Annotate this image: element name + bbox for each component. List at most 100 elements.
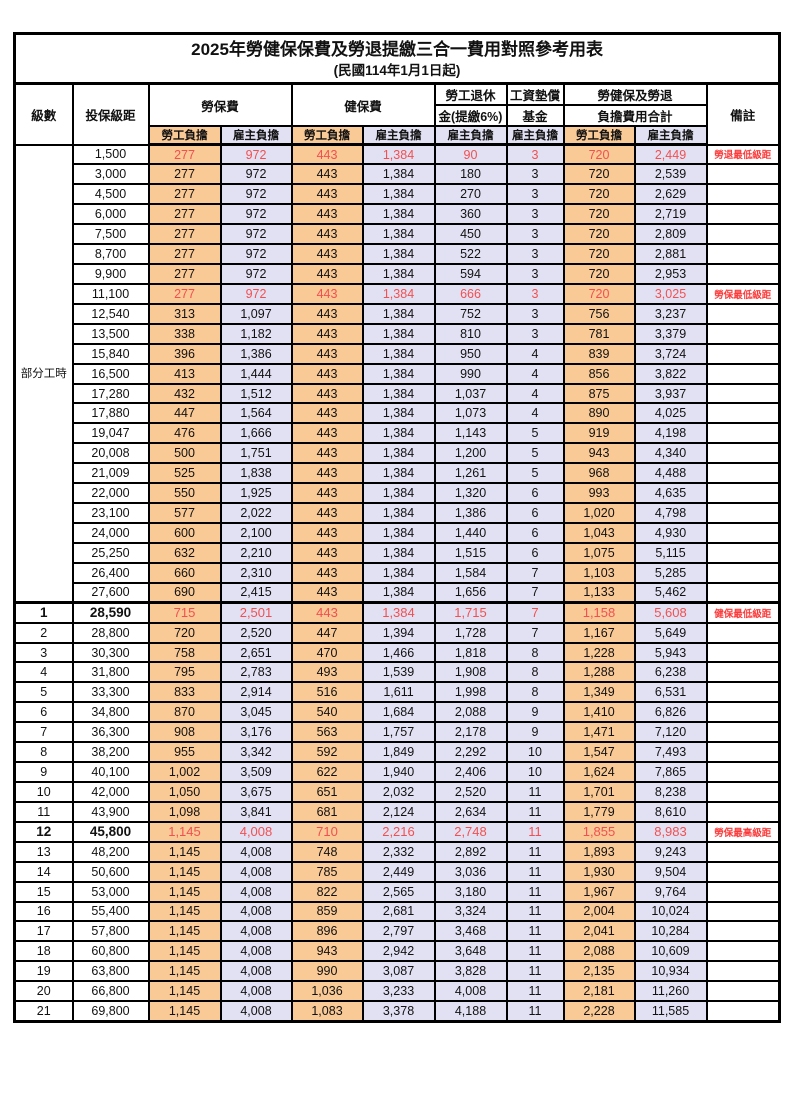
value-cell: 1,855 <box>562 820 636 843</box>
value-cell: 748 <box>290 840 364 863</box>
value-cell: 11 <box>505 860 565 883</box>
value-cell: 1,097 <box>219 302 293 325</box>
value-cell: 500 <box>147 442 222 465</box>
note-cell: 勞保最低級距 <box>705 282 781 305</box>
value-cell: 447 <box>290 621 364 644</box>
header-wage-fund-line1: 工資墊償 <box>505 82 565 106</box>
value-cell: 1,384 <box>361 322 436 345</box>
value-cell: 277 <box>147 263 222 285</box>
value-cell: 2,797 <box>361 920 436 943</box>
value-cell: 856 <box>562 362 636 385</box>
table-row: 19,047 476 1,666 443 1,384 1,143 5 919 4,198 <box>15 422 781 445</box>
value-cell: 1,386 <box>433 502 508 525</box>
value-cell: 7 <box>505 581 565 604</box>
value-cell: 1,715 <box>433 601 508 624</box>
value-cell: 1,940 <box>361 761 436 783</box>
table-row: 8 38,200 955 3,342 592 1,849 2,292 10 1,547 7,493 <box>13 741 781 764</box>
value-cell: 1,384 <box>361 203 436 226</box>
value-cell: 8,238 <box>633 781 708 803</box>
value-cell: 1,145 <box>147 820 222 843</box>
value-cell: 1,849 <box>361 741 436 764</box>
value-cell: 720 <box>147 621 222 644</box>
bracket-cell: 27,600 <box>71 581 150 604</box>
note-cell <box>705 362 781 385</box>
value-cell: 1,611 <box>361 681 436 704</box>
table-row: 11,100 277 972 443 1,384 666 3 720 3,025 勞保最低級距 <box>15 282 781 305</box>
value-cell: 822 <box>290 880 364 903</box>
value-cell: 1,145 <box>147 860 222 883</box>
value-cell: 443 <box>290 223 364 246</box>
bracket-cell: 48,200 <box>71 840 150 863</box>
value-cell: 2,953 <box>633 263 708 285</box>
bracket-cell: 57,800 <box>71 920 150 943</box>
value-cell: 5 <box>505 462 565 485</box>
value-cell: 443 <box>290 382 364 405</box>
value-cell: 1,440 <box>433 522 508 544</box>
value-cell: 1,998 <box>433 681 508 704</box>
grade-cell: 1 <box>13 601 74 624</box>
table-row: 16,500 413 1,444 443 1,384 990 4 856 3,822 <box>15 362 781 385</box>
value-cell: 2,520 <box>219 621 293 644</box>
value-cell: 1,200 <box>433 442 508 465</box>
subheader-wage-fund-employer: 雇主負擔 <box>505 125 565 146</box>
table-row: 20,008 500 1,751 443 1,384 1,200 5 943 4,340 <box>15 442 781 465</box>
table-row: 12 45,800 1,145 4,008 710 2,216 2,748 11 1,855 8,… <box>13 820 781 843</box>
value-cell: 4 <box>505 362 565 385</box>
value-cell: 1,384 <box>361 223 436 246</box>
value-cell: 2,748 <box>433 820 508 843</box>
value-cell: 338 <box>147 322 222 345</box>
value-cell: 443 <box>290 402 364 425</box>
table-row: 26,400 660 2,310 443 1,384 1,584 7 1,103 5,285 <box>15 561 781 584</box>
value-cell: 1,512 <box>219 382 293 405</box>
value-cell: 1,893 <box>562 840 636 863</box>
value-cell: 720 <box>562 143 636 166</box>
value-cell: 11 <box>505 880 565 903</box>
value-cell: 476 <box>147 422 222 445</box>
value-cell: 443 <box>290 442 364 465</box>
bracket-cell: 20,008 <box>71 442 150 465</box>
note-cell <box>705 681 781 704</box>
value-cell: 1,384 <box>361 601 436 624</box>
value-cell: 1,182 <box>219 322 293 345</box>
value-cell: 972 <box>219 223 293 246</box>
note-cell <box>705 462 781 485</box>
value-cell: 1,145 <box>147 880 222 903</box>
value-cell: 2,210 <box>219 541 293 564</box>
value-cell: 443 <box>290 522 364 544</box>
note-cell <box>705 442 781 465</box>
value-cell: 833 <box>147 681 222 704</box>
table-row: 18 60,800 1,145 4,008 943 2,942 3,648 11 2,088 10… <box>13 940 781 963</box>
note-cell <box>705 840 781 863</box>
value-cell: 8,610 <box>633 800 708 823</box>
value-cell: 6 <box>505 482 565 505</box>
value-cell: 3 <box>505 163 565 186</box>
grade-cell: 14 <box>13 860 74 883</box>
value-cell: 2,449 <box>633 143 708 166</box>
value-cell: 277 <box>147 143 222 166</box>
value-cell: 1,925 <box>219 482 293 505</box>
value-cell: 972 <box>219 143 293 166</box>
value-cell: 2,135 <box>562 960 636 983</box>
bracket-cell: 3,000 <box>71 163 150 186</box>
table-row: 7 36,300 908 3,176 563 1,757 2,178 9 1,471 7,120 <box>13 721 781 744</box>
value-cell: 720 <box>562 183 636 206</box>
table-row: 15,840 396 1,386 443 1,384 950 4 839 3,724 <box>15 342 781 365</box>
bracket-cell: 40,100 <box>71 761 150 783</box>
page-subtitle: (民國114年1月1日起) <box>333 62 461 78</box>
value-cell: 5,649 <box>633 621 708 644</box>
value-cell: 1,384 <box>361 362 436 385</box>
value-cell: 1,779 <box>562 800 636 823</box>
bracket-cell: 60,800 <box>71 940 150 963</box>
value-cell: 443 <box>290 482 364 505</box>
grade-cell: 8 <box>13 741 74 764</box>
value-cell: 2,004 <box>562 900 636 923</box>
value-cell: 5,608 <box>633 601 708 624</box>
value-cell: 1,288 <box>562 661 636 684</box>
value-cell: 9 <box>505 701 565 724</box>
value-cell: 4 <box>505 342 565 365</box>
value-cell: 3 <box>505 263 565 285</box>
value-cell: 1,384 <box>361 522 436 544</box>
bracket-cell: 36,300 <box>71 721 150 744</box>
value-cell: 1,020 <box>562 502 636 525</box>
value-cell: 277 <box>147 163 222 186</box>
